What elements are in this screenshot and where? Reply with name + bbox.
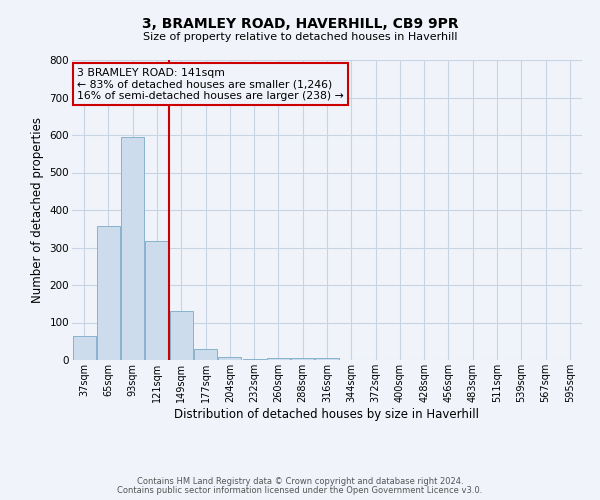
- Bar: [121, 137, 144, 360]
- Text: Contains public sector information licensed under the Open Government Licence v3: Contains public sector information licen…: [118, 486, 482, 495]
- Bar: [242, 359, 266, 360]
- Bar: [316, 358, 338, 360]
- Bar: [267, 358, 290, 360]
- X-axis label: Distribution of detached houses by size in Haverhill: Distribution of detached houses by size …: [175, 408, 479, 420]
- Text: Size of property relative to detached houses in Haverhill: Size of property relative to detached ho…: [143, 32, 457, 42]
- Text: 3 BRAMLEY ROAD: 141sqm
← 83% of detached houses are smaller (1,246)
16% of semi-: 3 BRAMLEY ROAD: 141sqm ← 83% of detached…: [77, 68, 344, 100]
- Bar: [145, 241, 169, 360]
- Bar: [218, 357, 241, 360]
- Bar: [97, 226, 120, 360]
- Y-axis label: Number of detached properties: Number of detached properties: [31, 117, 44, 303]
- Text: 3, BRAMLEY ROAD, HAVERHILL, CB9 9PR: 3, BRAMLEY ROAD, HAVERHILL, CB9 9PR: [142, 18, 458, 32]
- Text: Contains HM Land Registry data © Crown copyright and database right 2024.: Contains HM Land Registry data © Crown c…: [137, 477, 463, 486]
- Bar: [73, 336, 95, 360]
- Bar: [170, 311, 193, 360]
- Bar: [194, 349, 217, 360]
- Bar: [291, 358, 314, 360]
